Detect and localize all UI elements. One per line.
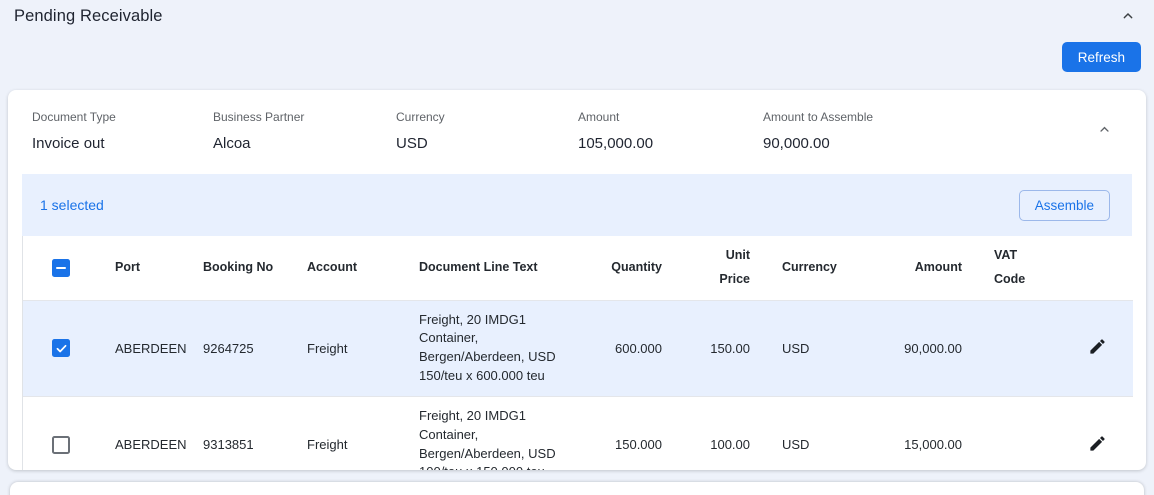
col-quantity: Quantity	[581, 236, 678, 301]
edit-row-button[interactable]	[1086, 335, 1109, 361]
cell-vat-code	[978, 300, 1061, 397]
cell-amount: 90,000.00	[846, 300, 978, 397]
indeterminate-mark-icon	[56, 266, 66, 269]
col-amount: Amount	[846, 236, 978, 301]
field-amount: Amount 105,000.00	[578, 110, 763, 152]
assemble-button[interactable]: Assemble	[1018, 189, 1110, 221]
cell-port: ABERDEEN	[99, 396, 187, 470]
col-document-line-text: Document Line Text	[403, 236, 581, 301]
col-unit-price: Unit Price	[678, 236, 766, 301]
cell-document-line-text: Freight, 20 IMDG1 Container, Bergen/Aber…	[403, 300, 581, 397]
select-all-checkbox[interactable]	[52, 258, 70, 277]
row-checkbox[interactable]	[52, 339, 70, 358]
field-label: Amount to Assemble	[763, 110, 874, 124]
chevron-up-icon	[1097, 122, 1112, 142]
row-checkbox[interactable]	[52, 435, 70, 454]
cell-account: Freight	[291, 300, 403, 397]
lines-table: Port Booking No Account Document Line Te…	[22, 236, 1133, 470]
cell-document-line-text: Freight, 20 IMDG1 Container, Bergen/Aber…	[403, 396, 581, 470]
cell-quantity: 600.000	[581, 300, 678, 397]
col-vat-code: VAT Code	[978, 236, 1061, 301]
table-row[interactable]: ABERDEEN 9313851 Freight Freight, 20 IMD…	[23, 396, 1133, 470]
table-header-row: Port Booking No Account Document Line Te…	[23, 236, 1133, 301]
cell-unit-price: 150.00	[678, 300, 766, 397]
cell-booking-no: 9264725	[187, 300, 291, 397]
cell-currency: USD	[766, 396, 846, 470]
refresh-button[interactable]: Refresh	[1061, 42, 1141, 72]
field-value: 105,000.00	[578, 135, 654, 152]
cell-account: Freight	[291, 396, 403, 470]
cell-amount: 15,000.00	[846, 396, 978, 470]
selected-count: 1 selected	[40, 197, 104, 213]
field-currency: Currency USD	[396, 110, 578, 152]
field-label: Currency	[396, 110, 445, 124]
field-business-partner: Business Partner Alcoa	[213, 110, 396, 152]
field-value: Invoice out	[32, 135, 105, 152]
field-label: Business Partner	[213, 110, 305, 124]
field-value: 90,000.00	[763, 135, 830, 152]
col-booking-no: Booking No	[187, 236, 291, 301]
cell-quantity: 150.000	[581, 396, 678, 470]
next-section-card	[10, 482, 1144, 495]
section-collapse-button[interactable]	[1118, 8, 1138, 28]
pencil-icon	[1089, 435, 1105, 451]
col-port: Port	[99, 236, 187, 301]
field-value: USD	[396, 135, 428, 152]
cell-unit-price: 100.00	[678, 396, 766, 470]
pencil-icon	[1089, 339, 1105, 354]
cell-currency: USD	[766, 300, 846, 397]
card-collapse-button[interactable]	[1094, 122, 1114, 142]
summary-row: Document Type Invoice out Business Partn…	[8, 90, 1146, 152]
page-title: Pending Receivable	[14, 7, 163, 25]
table-row[interactable]: ABERDEEN 9264725 Freight Freight, 20 IMD…	[23, 300, 1133, 397]
cell-port: ABERDEEN	[99, 300, 187, 397]
selection-toolbar: 1 selected Assemble	[22, 174, 1132, 236]
field-label: Amount	[578, 110, 620, 124]
chevron-up-icon	[1120, 8, 1136, 29]
cell-vat-code	[978, 396, 1061, 470]
edit-row-button[interactable]	[1086, 432, 1109, 458]
check-mark-icon	[56, 344, 66, 353]
cell-booking-no: 9313851	[187, 396, 291, 470]
col-currency: Currency	[766, 236, 846, 301]
pending-receivable-card: Document Type Invoice out Business Partn…	[8, 90, 1146, 470]
field-document-type: Document Type Invoice out	[32, 110, 213, 152]
col-account: Account	[291, 236, 403, 301]
field-label: Document Type	[32, 110, 116, 124]
field-amount-to-assemble: Amount to Assemble 90,000.00	[763, 110, 1122, 152]
col-actions	[1061, 236, 1133, 301]
field-value: Alcoa	[213, 135, 251, 152]
table-body: ABERDEEN 9264725 Freight Freight, 20 IMD…	[23, 300, 1133, 470]
